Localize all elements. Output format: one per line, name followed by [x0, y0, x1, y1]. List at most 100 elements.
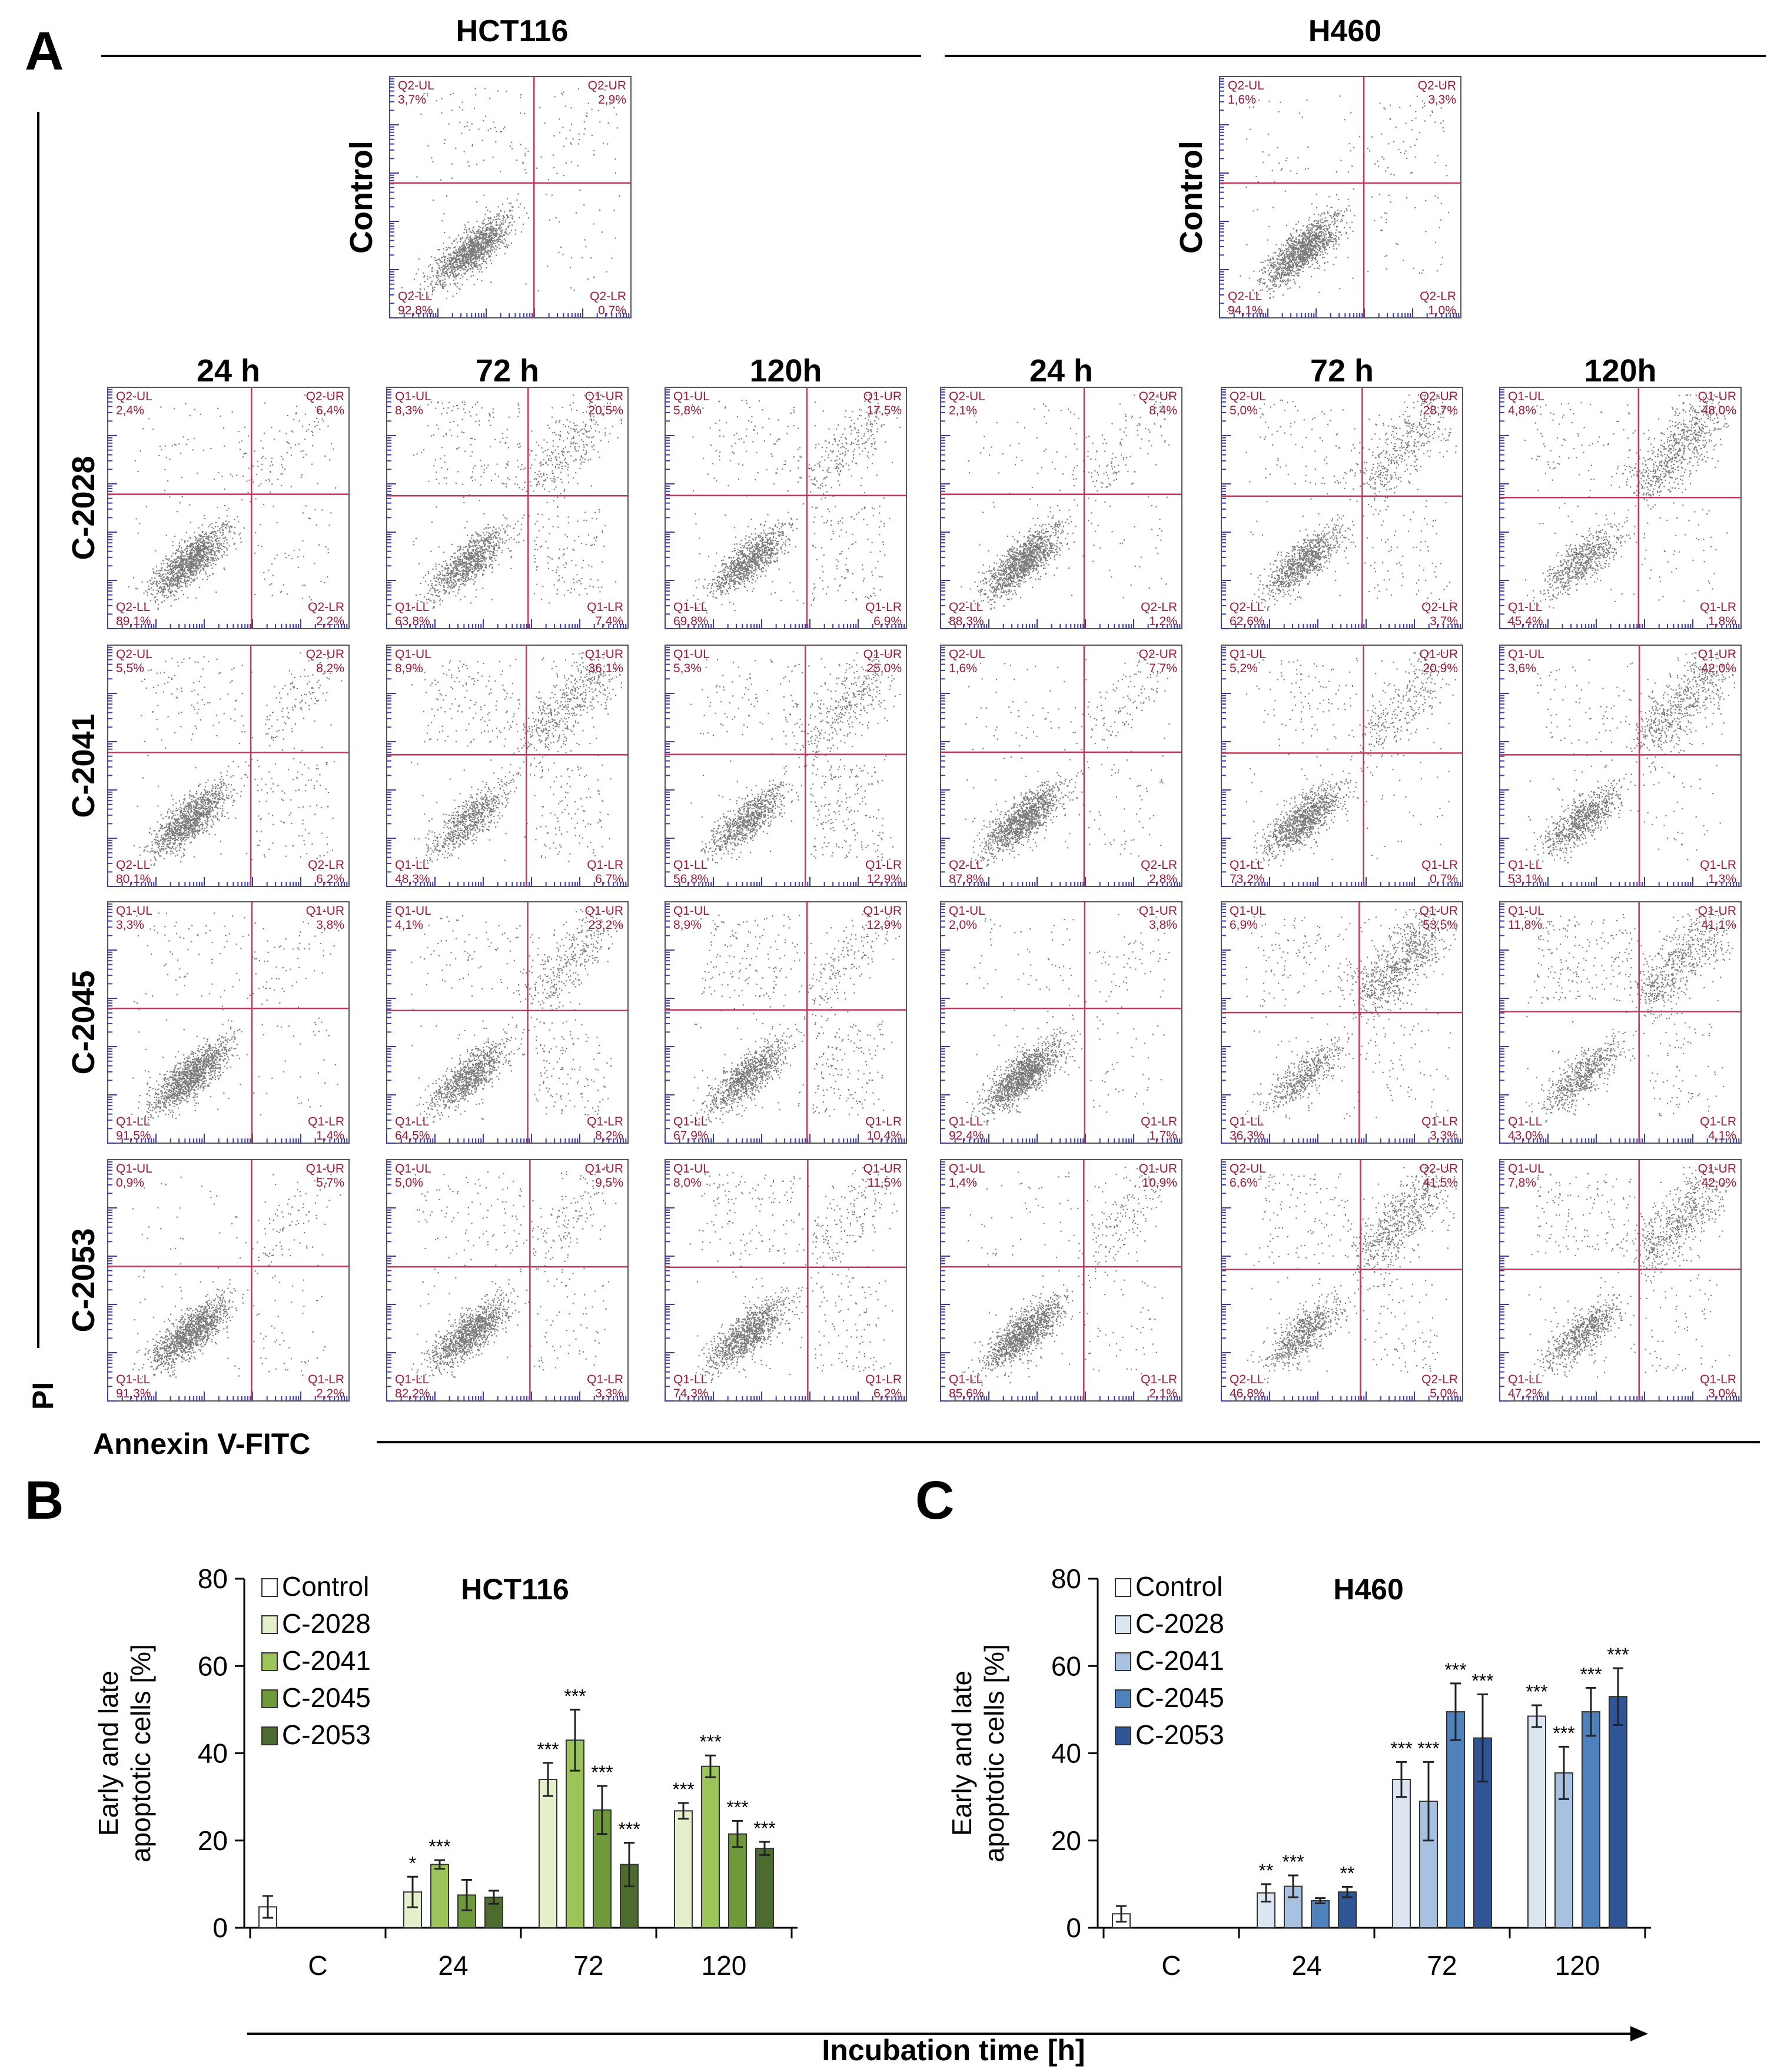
quadrant-ul-name: Q1-UL	[395, 390, 431, 403]
quadrant-ul-value: 4,1%	[395, 918, 423, 932]
axis-ticks	[386, 903, 627, 1144]
significance-label: ***	[1526, 1681, 1547, 1702]
quadrant-lr-name: Q2-LR	[1421, 600, 1458, 614]
quadrant-ll-name: Q2-LL	[1230, 600, 1264, 614]
plot-frame	[1499, 645, 1742, 887]
quadrant-ul-value: 8,9%	[395, 662, 423, 675]
quadrant-ll-value: 82,2%	[395, 1387, 430, 1400]
quadrant-ll-value: 56,8%	[673, 872, 709, 886]
time-label: 72 h	[1310, 353, 1374, 388]
quadrant-ll-name: Q1-LL	[116, 1373, 150, 1386]
quadrant-ll-value: 69,8%	[673, 615, 709, 628]
quadrant-ll-value: 63,8%	[395, 615, 430, 628]
quadrant-ur-value: 20,5%	[588, 404, 623, 417]
quadrant-ll-value: 46,8%	[1230, 1387, 1265, 1400]
event-dots	[962, 1167, 1173, 1386]
axis-ticks	[1499, 388, 1740, 629]
quadrant-lr-value: 1,4%	[316, 1129, 344, 1143]
quadrant-ll-value: 53,1%	[1508, 872, 1543, 886]
event-dots	[401, 84, 620, 311]
quadrant-ul-value: 3,7%	[398, 93, 426, 107]
y-tick-label: 60	[1051, 1651, 1081, 1681]
quadrant-ur-name: Q1-UR	[863, 390, 902, 403]
quadrant-ul-name: Q2-UL	[1230, 1162, 1266, 1176]
quadrant-lr-value: 2,2%	[316, 615, 344, 628]
significance-label: ***	[1282, 1851, 1304, 1872]
legend-swatch	[261, 1689, 278, 1708]
quadrant-ur-value: 2,9%	[598, 93, 626, 107]
event-dots	[1237, 1167, 1457, 1383]
annexin-axis-label: Annexin V-FITC	[93, 1427, 310, 1460]
quadrant-ur-name: Q2-UR	[306, 390, 344, 403]
y-tick-label: 20	[198, 1825, 228, 1856]
axis-ticks	[386, 646, 627, 887]
quadrant-ul-name: Q1-UL	[395, 904, 431, 918]
quadrant-ur-value: 36,1%	[588, 662, 623, 675]
quadrant-ll-value: 47,2%	[1508, 1387, 1543, 1400]
plot-frame	[1499, 1159, 1742, 1402]
quadrant-ul-name: Q1-UL	[673, 1162, 710, 1176]
axis-ticks	[107, 903, 348, 1144]
plot-frame	[107, 901, 350, 1144]
quadrant-ul-name: Q1-UL	[395, 1162, 431, 1176]
quadrant-ur-value: 53,5%	[1423, 918, 1458, 932]
quadrant-ll-name: Q1-LL	[1508, 1115, 1542, 1128]
quadrant-ul-value: 2,0%	[949, 918, 977, 932]
quadrant-ur-value: 8,2%	[316, 662, 344, 675]
event-dots	[1245, 909, 1457, 1124]
quadrant-lr-name: Q1-LR	[1700, 1115, 1736, 1128]
quadrant-ul-name: Q2-UL	[116, 648, 152, 661]
quadrant-lr-value: 2,8%	[1149, 872, 1177, 886]
quadrant-ur-name: Q1-UR	[863, 1162, 902, 1176]
time-label: 24 h	[197, 353, 260, 388]
quadrant-ul-value: 2,4%	[116, 404, 144, 417]
bar-chart-h460: 0 20 40 60 80 C 24 72 120 Early and late apoptotic…	[946, 1563, 1651, 1981]
quadrant-lr-name: Q2-LR	[308, 858, 344, 872]
y-tick-label: 60	[198, 1651, 228, 1681]
event-dots	[1245, 652, 1457, 877]
quadrant-ll-value: 92,8%	[398, 304, 433, 317]
event-dots	[132, 652, 343, 880]
quadrant-lr-value: 3,3%	[1430, 1129, 1458, 1143]
quadrant-ur-name: Q1-UR	[1698, 390, 1736, 403]
plot-frame	[665, 1159, 907, 1402]
quadrant-ll-value: 36,3%	[1230, 1129, 1265, 1143]
quadrant-lr-name: Q2-LR	[1421, 1373, 1458, 1386]
quadrant-ul-value: 2,1%	[949, 404, 977, 417]
quadrant-ur-value: 8,4%	[1149, 404, 1177, 417]
quadrant-ll-value: 88,3%	[949, 615, 984, 628]
event-dots	[1507, 394, 1735, 623]
event-dots	[1528, 1167, 1730, 1380]
quadrant-ul-name: Q2-UL	[398, 79, 434, 92]
axis-ticks	[940, 1161, 1181, 1402]
event-dots	[956, 909, 1171, 1125]
quadrant-ul-value: 8,3%	[395, 404, 423, 417]
control-row-label: Control	[1174, 141, 1209, 254]
quadrant-ur-value: 28,7%	[1423, 404, 1458, 417]
axis-ticks	[665, 646, 905, 887]
legend-label: C-2053	[1135, 1719, 1224, 1750]
x-tick-label: C	[1161, 1950, 1181, 1981]
axis-ticks	[1221, 646, 1461, 887]
bar	[1609, 1696, 1627, 1928]
axis-ticks	[665, 1161, 905, 1402]
quadrant-lr-value: 1,2%	[1149, 615, 1177, 628]
significance-label: ***	[726, 1797, 748, 1818]
pi-axis-label: PI	[26, 1382, 59, 1410]
event-dots	[1227, 84, 1455, 312]
axis-ticks	[107, 388, 348, 629]
panel-a-letter: A	[25, 21, 64, 81]
legend-label: C-2045	[282, 1682, 371, 1713]
quadrant-lr-name: Q2-LR	[308, 600, 344, 614]
quadrant-ur-value: 25,0%	[866, 662, 902, 675]
quadrant-ll-value: 64,5%	[395, 1129, 430, 1143]
x-tick-label: 24	[438, 1950, 468, 1981]
quadrant-lr-name: Q1-LR	[1700, 600, 1736, 614]
significance-label: ***	[1553, 1722, 1574, 1744]
quadrant-lr-name: Q1-LR	[1700, 1373, 1736, 1386]
